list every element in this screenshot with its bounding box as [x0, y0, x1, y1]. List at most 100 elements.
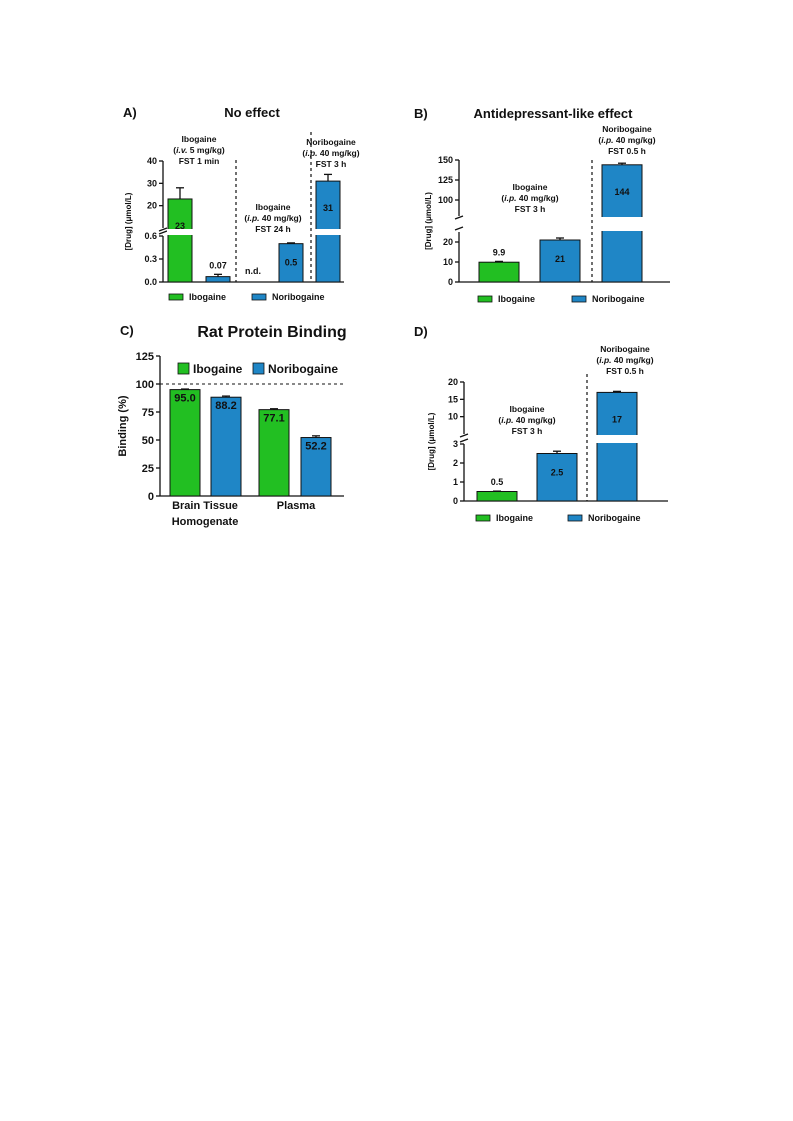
panel-D: D) 0 1 2 3 10 15 20 [Drug] (μmol/L) 0.5 2.5 17 Iboga…	[414, 324, 668, 523]
legend-swatch	[475, 514, 491, 522]
panel-title: No effect	[224, 105, 280, 120]
legend-swatch	[168, 293, 184, 301]
y-tick-label: 0	[453, 496, 458, 506]
y-tick-label: 50	[142, 435, 154, 447]
group-annotation-line: FST 0.5 h	[608, 146, 646, 156]
group-annotation-line: Ibogaine	[510, 404, 545, 414]
group-annotation-line: Noribogaine	[602, 124, 652, 134]
panel-letter: D)	[414, 324, 428, 339]
axis-break-mark	[158, 230, 168, 235]
y-tick-label: 30	[147, 178, 157, 188]
y-tick-label: 10	[443, 257, 453, 267]
y-tick-label: 15	[448, 394, 458, 404]
y-tick-label: 20	[448, 377, 458, 387]
group-annotation-line: (i.p. 40 mg/kg)	[501, 193, 558, 203]
legend-label: Noribogaine	[272, 292, 325, 302]
group-annotation-line: Ibogaine	[182, 134, 217, 144]
legend-swatch	[251, 293, 267, 301]
y-tick-label: 100	[438, 195, 453, 205]
panel-letter: B)	[414, 106, 428, 121]
group-annotation-line: FST 3 h	[515, 204, 546, 214]
group-annotation-line: (i.p. 40 mg/kg)	[244, 213, 301, 223]
bar	[278, 243, 304, 283]
group-annotation-line: (i.p. 40 mg/kg)	[598, 135, 655, 145]
group-annotation-line: (i.p. 40 mg/kg)	[498, 415, 555, 425]
group-annotation-line: FST 24 h	[255, 224, 290, 234]
y-tick-label: 125	[438, 175, 453, 185]
y-tick-label: 0	[148, 491, 154, 503]
group-annotation-line: Ibogaine	[513, 182, 548, 192]
group-annotation-line: FST 1 min	[179, 156, 220, 166]
legend-label: Ibogaine	[496, 513, 533, 523]
panel-B: B) Antidepressant-like effect 0 10 20 100 125 1…	[414, 106, 670, 304]
group-annotation-line: Ibogaine	[256, 202, 291, 212]
bar-value-label: n.d.	[245, 266, 261, 276]
y-tick-label: 100	[136, 379, 154, 391]
group-annotation-line: FST 3 h	[316, 159, 347, 169]
bar-value-label: 23	[175, 221, 185, 231]
axis-break-mark	[459, 438, 469, 443]
x-category-label: Brain Tissue	[172, 500, 238, 512]
y-axis-label: Binding (%)	[117, 395, 129, 456]
y-tick-label: 1	[453, 477, 458, 487]
bar-value-label: 144	[614, 187, 629, 197]
x-category-label: Homogenate	[172, 516, 239, 528]
panel-A: A) No effect 0.0 0.3 0.6 20 30 40 [Drug] (μmol/L…	[123, 105, 360, 302]
x-category-label: Plasma	[277, 500, 316, 512]
legend-label: Noribogaine	[592, 294, 645, 304]
bar-value-label: 0.07	[209, 260, 227, 270]
legend-label: Noribogaine	[268, 362, 338, 376]
legend-label: Ibogaine	[498, 294, 535, 304]
bar-break-gap	[601, 217, 643, 231]
bar	[596, 391, 638, 502]
y-tick-label: 3	[453, 439, 458, 449]
group-annotation-line: (i.p. 40 mg/kg)	[596, 355, 653, 365]
panel-title: Antidepressant-like effect	[474, 106, 634, 121]
group-annotation-line: FST 3 h	[512, 426, 543, 436]
group-annotation-line: (i.v. 5 mg/kg)	[173, 145, 225, 155]
y-tick-label: 20	[443, 237, 453, 247]
axis-break-mark	[158, 227, 168, 232]
panel-letter: C)	[120, 323, 134, 338]
y-tick-label: 75	[142, 407, 154, 419]
bar	[210, 396, 242, 497]
bar-value-label: 2.5	[551, 468, 564, 478]
bar-value-label: 17	[612, 414, 622, 424]
axis-break-mark	[454, 226, 464, 231]
panel-title: Rat Protein Binding	[197, 324, 346, 341]
y-tick-label: 0	[448, 277, 453, 287]
y-tick-label: 10	[448, 412, 458, 422]
bar	[167, 198, 193, 283]
axis-break-mark	[454, 215, 464, 220]
bar-value-label: 31	[323, 203, 333, 213]
bar-break-gap	[167, 229, 193, 235]
legend-label: Noribogaine	[588, 513, 641, 523]
y-tick-label: 40	[147, 156, 157, 166]
group-annotation-line: FST 0.5 h	[606, 366, 644, 376]
panel-letter: A)	[123, 105, 137, 120]
bar-value-label: 95.0	[174, 393, 195, 405]
group-annotation-line: Noribogaine	[600, 344, 650, 354]
legend-label: Ibogaine	[189, 292, 226, 302]
bar-value-label: 88.2	[215, 400, 236, 412]
y-tick-label: 20	[147, 201, 157, 211]
panel-C: C) Rat Protein Binding 0 25 50 75 100 125 Bindin…	[117, 323, 347, 528]
legend-swatch	[252, 362, 265, 375]
bar	[476, 491, 518, 502]
bar-break-gap	[596, 435, 638, 443]
legend-swatch	[477, 295, 493, 303]
y-tick-label: 150	[438, 155, 453, 165]
bar	[258, 409, 290, 497]
y-axis-label: [Drug] (μmol/L)	[124, 192, 133, 250]
legend-label: Ibogaine	[193, 362, 243, 376]
bar	[478, 261, 520, 283]
bar	[539, 239, 581, 283]
y-tick-label: 25	[142, 463, 154, 475]
axis-break-mark	[459, 433, 469, 438]
y-tick-label: 125	[136, 351, 154, 363]
bar-value-label: 0.5	[285, 258, 298, 268]
y-axis-label: [Drug] (μmol/L)	[424, 192, 433, 250]
y-tick-label: 0.0	[144, 277, 157, 287]
bar-value-label: 21	[555, 254, 565, 264]
